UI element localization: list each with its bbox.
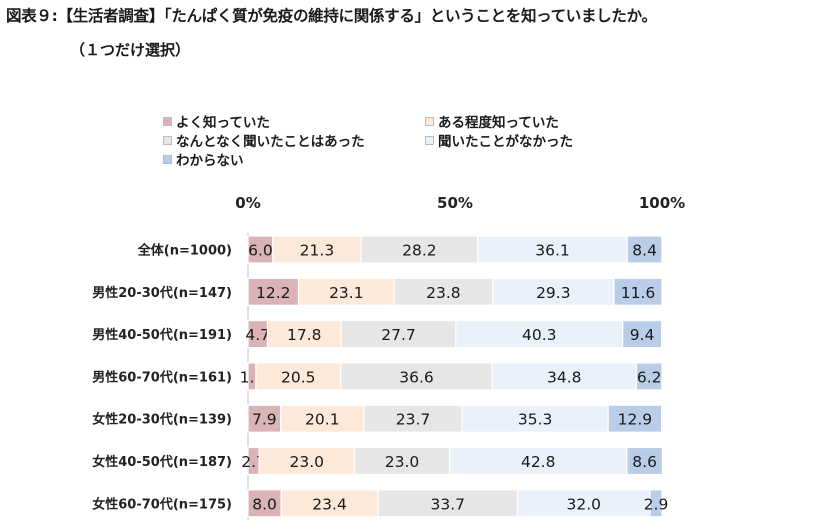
category-label: 男性20-30代(n=147): [92, 285, 232, 301]
data-label: 23.1: [329, 284, 364, 302]
data-label: 20.1: [305, 411, 340, 429]
bar-segment: [353, 446, 451, 476]
bar-segment: [461, 404, 609, 433]
bar-segment: [626, 235, 663, 264]
bar-segment: [280, 404, 365, 433]
bar-segment: [477, 235, 628, 264]
data-label: 23.8: [426, 284, 461, 302]
data-label: 20.5: [281, 368, 316, 386]
category-label: 男性60-70代(n=161): [92, 369, 232, 385]
bar-segment: [255, 362, 342, 391]
bar-segment: [247, 277, 300, 306]
legend-swatch-5: [163, 154, 172, 164]
data-label: 35.3: [518, 411, 553, 429]
bar-segment: [393, 277, 494, 306]
data-label: 40.3: [522, 326, 557, 344]
legend-item-5: わからない: [163, 149, 244, 169]
data-label: 6.2: [637, 368, 662, 386]
data-label: 6.0: [248, 242, 273, 260]
data-label: 36.1: [535, 242, 570, 260]
category-label: 男性40-50代(n=191): [92, 327, 232, 343]
bar-segment: [340, 362, 493, 391]
data-label: 4.7: [245, 326, 270, 344]
data-label: 33.7: [430, 495, 465, 513]
data-label: 23.0: [290, 453, 325, 471]
category-label: 女性60-70代(n=175): [92, 496, 232, 512]
bar-segment: [626, 446, 664, 476]
data-label: 8.4: [632, 242, 657, 260]
legend-item-2: ある程度知っていた: [425, 111, 559, 131]
data-label: 8.6: [632, 453, 657, 471]
data-label: 36.6: [399, 368, 434, 386]
legend-swatch-2: [425, 116, 434, 126]
data-label: 29.3: [536, 284, 571, 302]
bar-segment: [492, 277, 615, 306]
bar-segment: [363, 404, 463, 433]
data-label: 32.0: [566, 495, 601, 513]
data-label: 12.2: [256, 284, 291, 302]
data-label: 12.9: [618, 411, 653, 429]
data-label: 27.7: [381, 326, 416, 344]
bar-segment: [455, 320, 624, 349]
data-label: 42.8: [521, 453, 556, 471]
bar-segment: [247, 489, 282, 518]
data-label: 34.8: [547, 368, 582, 386]
bar-segment: [491, 362, 637, 391]
legend-label-2: ある程度知っていた: [438, 115, 559, 131]
data-label: 7.9: [252, 411, 277, 429]
legend-item-3: なんとなく聞いたことはあった: [163, 130, 365, 150]
bar-segment: [340, 320, 457, 349]
bar-segment: [360, 235, 479, 264]
data-label: 11.6: [621, 284, 656, 302]
bar-segment: [516, 489, 651, 518]
category-label: 女性20-30代(n=139): [92, 412, 232, 428]
legend-label-1: よく知っていた: [176, 115, 270, 131]
chart-title: 図表９:【生活者調査】「たんぱく質が免疫の維持に関係する」ということを知っていま…: [6, 7, 657, 25]
x-tick-label: 100%: [639, 194, 685, 212]
data-label: 9.4: [630, 326, 655, 344]
bar-segment: [635, 362, 663, 391]
category-label: 女性40-50代(n=187): [92, 454, 232, 470]
data-label: 8.0: [252, 495, 277, 513]
legend-item-4: 聞いたことがなかった: [425, 130, 573, 150]
legend-swatch-3: [163, 135, 172, 145]
legend-swatch-1: [163, 116, 172, 126]
data-label: 28.2: [402, 242, 437, 260]
legend-label-4: 聞いたことがなかった: [438, 134, 573, 150]
bar-segment: [280, 489, 379, 518]
x-tick-label: 0%: [235, 194, 260, 212]
data-label: 23.0: [385, 453, 420, 471]
bar-segment: [607, 404, 663, 433]
data-label: 2.9: [644, 495, 669, 513]
bar-segment: [613, 277, 663, 306]
legend-label-5: わからない: [176, 153, 244, 169]
legend-label-3: なんとなく聞いたことはあった: [176, 134, 365, 150]
chart-subtitle: （１つだけ選択）: [70, 41, 191, 59]
chart-legend: よく知っていた ある程度知っていた なんとなく聞いたことはあった 聞いたことがな…: [163, 111, 763, 171]
bar-segment: [266, 320, 342, 349]
data-label: 21.3: [300, 242, 335, 260]
data-label: 23.4: [312, 495, 347, 513]
bar-segment: [649, 489, 663, 518]
legend-item-1: よく知っていた: [163, 111, 270, 131]
x-tick-label: 50%: [437, 194, 473, 212]
category-label: 全体(n=1000): [137, 243, 232, 259]
data-label: 23.7: [396, 411, 431, 429]
data-label: 17.8: [287, 326, 322, 344]
bar-segment: [622, 320, 663, 349]
legend-swatch-4: [425, 135, 434, 145]
